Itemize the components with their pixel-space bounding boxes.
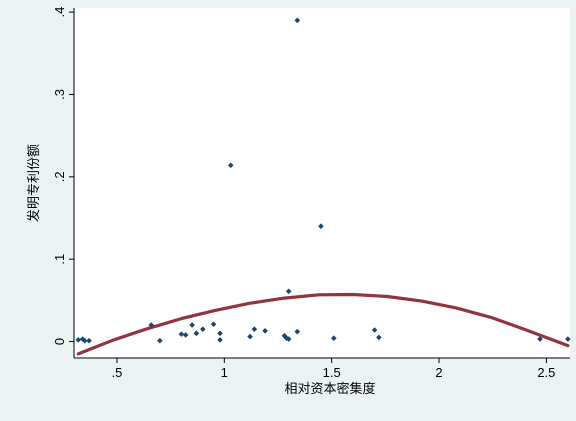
y-tick-label: .3 <box>52 89 67 100</box>
x-tick-label: .5 <box>112 365 123 380</box>
x-axis-title: 相对资本密集度 <box>284 381 375 397</box>
data-point <box>376 334 382 341</box>
data-point <box>318 223 324 230</box>
data-point <box>217 330 223 337</box>
data-point <box>193 330 200 337</box>
y-tick-label: 0 <box>52 338 67 345</box>
y-tick-label: .4 <box>52 7 67 18</box>
x-tick-label: 1.5 <box>323 365 341 380</box>
x-axis-ticks: .5 1 1.5 2 2.5 <box>112 358 555 380</box>
fitted-curve <box>76 292 570 356</box>
data-point <box>371 327 378 333</box>
y-tick-label: .2 <box>52 171 67 182</box>
data-point <box>285 336 292 342</box>
x-tick-label: 2.5 <box>537 365 555 380</box>
data-point <box>247 333 253 340</box>
data-point <box>178 331 185 337</box>
data-point <box>86 337 92 344</box>
data-point <box>294 17 301 24</box>
data-point <box>294 328 301 335</box>
data-point <box>182 332 189 338</box>
data-point <box>331 335 337 342</box>
data-point <box>227 162 234 169</box>
data-point <box>157 337 163 344</box>
data-point <box>251 326 258 332</box>
x-tick-label: 2 <box>435 365 442 380</box>
x-tick-label: 1 <box>221 365 228 380</box>
data-point <box>285 288 292 295</box>
data-point <box>200 326 206 332</box>
y-axis-title: 发明专利份额 <box>26 144 42 222</box>
data-point <box>262 328 268 334</box>
plot-area <box>74 8 570 358</box>
data-point <box>217 337 223 343</box>
data-marks <box>75 17 571 356</box>
data-point <box>537 336 543 342</box>
data-point <box>283 335 290 342</box>
data-point <box>148 322 155 328</box>
y-tick-label: .1 <box>52 254 67 265</box>
data-point <box>189 322 195 328</box>
data-point <box>565 336 571 342</box>
data-point <box>75 337 82 343</box>
data-point <box>81 337 88 344</box>
y-axis-ticks: 0 .1 .2 .3 .4 <box>52 7 74 345</box>
data-point <box>210 321 217 328</box>
